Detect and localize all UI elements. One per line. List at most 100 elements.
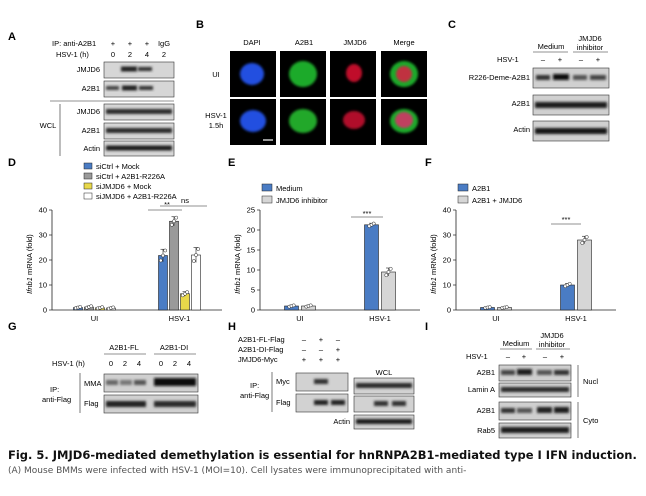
y-axis-label-italic: Ifnb1 <box>429 277 438 294</box>
nucleus-blob <box>240 110 266 132</box>
sign: + <box>336 345 341 354</box>
data-point <box>371 221 376 226</box>
legend-swatch <box>457 183 469 192</box>
data-point <box>196 247 201 251</box>
data-point <box>384 273 389 278</box>
x-tick-label: HSV-1 <box>369 314 391 323</box>
blot-label: R226-Deme-A2B1 <box>469 73 530 82</box>
y-axis-label-rest: mRNA (fold) <box>429 234 438 277</box>
panel-h: H A2B1-FL-Flag A2B1-DI-Flag JMJD6-Myc – … <box>228 321 415 430</box>
blot-band <box>134 380 146 385</box>
legend-swatch <box>261 183 273 192</box>
y-tick-label: 20 <box>39 256 47 265</box>
sign: + <box>336 355 341 364</box>
y-tick-label: 0 <box>447 306 451 315</box>
blot-band <box>106 380 118 385</box>
legend-swatch <box>83 182 93 190</box>
data-point <box>191 259 196 263</box>
panel-a: A IP: anti-A2B1 HSV-1 (h) + + + IgG 0 2 … <box>8 31 175 157</box>
ip-label: anti-Flag <box>240 391 269 400</box>
column-header: JMJD6 <box>343 38 366 47</box>
hsv-label: HSV-1 <box>466 352 488 361</box>
blot-label: A2B1 <box>477 406 495 415</box>
significance-label: ** <box>164 200 170 209</box>
data-point <box>174 215 179 220</box>
data-point <box>172 219 176 224</box>
blot-band <box>139 86 153 90</box>
figure-caption-title: Fig. 5. JMJD6-mediated demethylation is … <box>8 448 637 462</box>
column-header: DAPI <box>243 38 261 47</box>
row-label: HSV-1 <box>205 111 227 120</box>
significance-label: ns <box>181 196 189 205</box>
blot-band <box>517 408 532 413</box>
legend-entry: siCtrl + Mock <box>96 162 140 171</box>
blot-band <box>517 369 532 375</box>
time-label: 2 <box>123 359 127 368</box>
data-point <box>567 281 572 286</box>
ip-label: IP: anti-A2B1 <box>52 39 96 48</box>
blot-band <box>121 66 137 72</box>
hsv-time-label: HSV-1 (h) <box>56 50 89 59</box>
y-tick-label: 10 <box>443 281 451 290</box>
time-label: 2 <box>128 50 132 59</box>
wcl-label: WCL <box>376 368 393 377</box>
group-label: A2B1-DI <box>160 343 188 352</box>
blot-band <box>331 400 345 405</box>
panel-f: F A2B1 A2B1 + JMJD6 Ifnb1 mRNA (fold) **… <box>425 157 616 323</box>
panel-d: D siCtrl + Mock siCtrl + A2B1-R226A siJM… <box>8 157 222 323</box>
data-point <box>582 238 587 242</box>
data-point <box>580 241 585 245</box>
data-point <box>185 290 190 294</box>
bar <box>158 255 168 311</box>
blot-band <box>106 401 146 407</box>
bar <box>577 239 592 311</box>
legend-entry: A2B1 + JMJD6 <box>472 196 522 205</box>
figure-canvas: A IP: anti-A2B1 HSV-1 (h) + + + IgG 0 2 … <box>8 19 616 439</box>
data-point <box>388 266 393 271</box>
construct-label: A2B1-DI-Flag <box>238 345 283 354</box>
sign: + <box>319 335 324 344</box>
blot-label: Rab5 <box>477 426 495 435</box>
condition-label: Medium <box>503 339 530 348</box>
row-label: 1.5h <box>209 121 224 130</box>
blot-label: Actin <box>83 144 100 153</box>
time-label: 2 <box>173 359 177 368</box>
legend-swatch <box>83 192 93 200</box>
sign: + <box>560 352 565 361</box>
blot-band <box>356 383 412 388</box>
data-point <box>163 248 168 253</box>
condition-label: inhibitor <box>577 43 604 52</box>
legend-entry: siJMJD6 + Mock <box>96 182 151 191</box>
blot-band <box>314 379 328 384</box>
blot-band <box>553 74 569 80</box>
ip-label: anti-Flag <box>42 395 71 404</box>
y-tick-label: 10 <box>247 266 255 275</box>
x-tick-label: HSV-1 <box>565 314 587 323</box>
time-label: 2 <box>162 50 166 59</box>
bar <box>560 284 575 311</box>
cell-blob <box>343 111 365 129</box>
blot-label: JMJD6 <box>77 107 100 116</box>
data-point <box>169 223 174 227</box>
panel-letter-i: I <box>425 321 428 333</box>
sign: – <box>541 55 546 64</box>
data-point <box>78 305 83 309</box>
y-tick-label: 30 <box>39 231 47 240</box>
ip-label: IP: <box>50 385 59 394</box>
time-label: 0 <box>109 359 113 368</box>
blot-label: A2B1 <box>477 368 495 377</box>
chart-f: 0 10 20 30 40 UI HSV-1 <box>443 206 616 323</box>
cell-blob <box>289 61 317 87</box>
blot-label: Lamin A <box>468 385 495 394</box>
y-axis-label-rest: mRNA (fold) <box>25 234 34 277</box>
blot-band <box>535 102 607 108</box>
bar <box>364 224 379 311</box>
legend-e: Medium JMJD6 inhibitor <box>261 183 328 205</box>
y-tick-label: 15 <box>247 246 255 255</box>
y-tick-label: 40 <box>39 206 47 215</box>
blot-band <box>501 427 569 433</box>
panel-letter-e: E <box>228 157 235 169</box>
cell-blob <box>395 112 413 128</box>
y-tick-label: 25 <box>247 206 255 215</box>
blot-band <box>120 380 132 385</box>
